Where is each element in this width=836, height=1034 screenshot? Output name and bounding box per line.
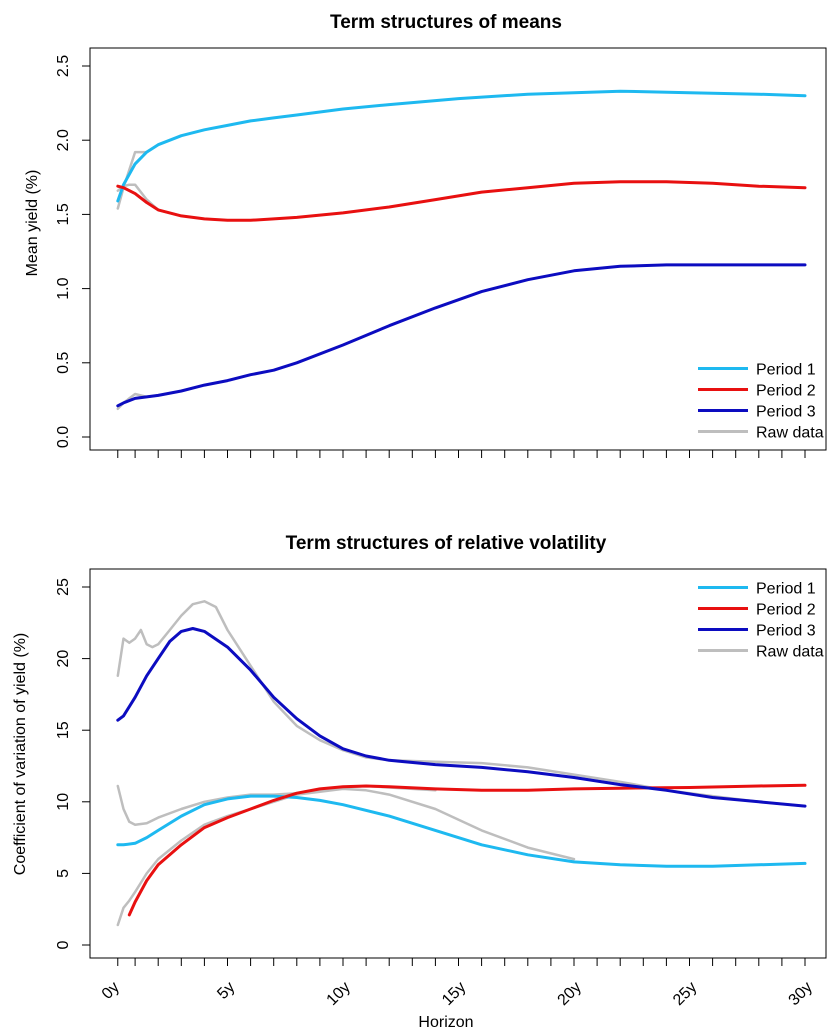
y-tick-label: 0.0 — [55, 426, 72, 448]
series-line — [116, 180, 807, 222]
series-line — [116, 143, 160, 210]
x-tick-label: 25y — [670, 979, 700, 1009]
series-line — [116, 787, 576, 927]
series-line — [116, 89, 807, 203]
series-line — [116, 784, 437, 826]
volatility-chart-ylabel: Coefficient of variation of yield (%) — [12, 633, 29, 875]
volatility-chart-title: Term structures of relative volatility — [286, 533, 607, 554]
x-tick-label: 30y — [786, 979, 816, 1009]
legend-label: Raw data — [756, 425, 824, 442]
y-tick-label: 20 — [55, 650, 72, 668]
x-tick-label: 20y — [555, 979, 585, 1009]
x-tick-label: 5y — [214, 979, 238, 1003]
y-tick-label: 0 — [55, 940, 72, 949]
legend-label: Period 2 — [756, 602, 816, 619]
y-tick-label: 1.5 — [55, 203, 72, 225]
volatility-chart: Term structures of relative volatility C… — [12, 533, 827, 1031]
legend: Period 1 Period 2 Period 3 Raw data — [698, 362, 824, 442]
x-tick-label: 15y — [439, 979, 469, 1009]
legend: Period 1 Period 2 Period 3 Raw data — [698, 581, 824, 661]
series-line — [116, 600, 807, 808]
means-chart-title: Term structures of means — [330, 12, 562, 33]
means-chart-ylabel: Mean yield (%) — [24, 170, 41, 277]
means-chart: Term structures of means Mean yield (%) … — [24, 12, 827, 458]
y-tick-label: 0.5 — [55, 352, 72, 374]
series-line — [116, 794, 807, 868]
y-tick-label: 5 — [55, 869, 72, 878]
series-line — [127, 783, 807, 917]
y-tick-label: 1.0 — [55, 277, 72, 299]
legend-label: Period 2 — [756, 383, 816, 400]
series-line — [116, 263, 807, 408]
legend-label: Period 1 — [756, 362, 816, 379]
x-tick-label: 10y — [324, 979, 354, 1009]
y-tick-label: 2.5 — [55, 55, 72, 77]
y-tick-label: 25 — [55, 578, 72, 596]
y-tick-label: 15 — [55, 721, 72, 739]
legend-label: Period 3 — [756, 623, 816, 640]
legend-label: Period 3 — [756, 404, 816, 421]
legend-label: Period 1 — [756, 581, 816, 598]
legend-label: Raw data — [756, 644, 824, 661]
series-line — [116, 627, 807, 808]
volatility-chart-xlabel: Horizon — [418, 1014, 473, 1031]
y-tick-label: 10 — [55, 793, 72, 811]
y-tick-label: 2.0 — [55, 129, 72, 151]
x-tick-label: 0y — [99, 979, 123, 1003]
